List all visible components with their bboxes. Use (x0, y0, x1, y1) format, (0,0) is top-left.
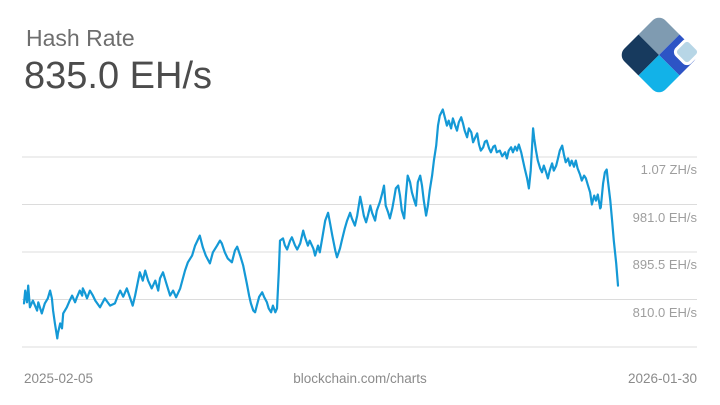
x-axis-start-label: 2025-02-05 (24, 371, 94, 386)
hashrate-line[interactable] (22, 108, 620, 340)
y-tick-label: 981.0 EH/s (632, 209, 697, 225)
watermark-link[interactable]: blockchain.com/charts (293, 371, 427, 386)
y-tick-label: 1.07 ZH/s (640, 162, 697, 177)
page-title: Hash Rate (26, 25, 135, 51)
y-tick-label: 810.0 EH/s (632, 304, 697, 320)
x-axis-end-label: 2026-01-30 (627, 371, 697, 386)
y-tick-label: 895.5 EH/s (632, 257, 697, 272)
x-axis-footer: 2025-02-05 blockchain.com/charts 2026-01… (0, 371, 720, 387)
current-value: 835.0 EH/s (24, 55, 212, 97)
